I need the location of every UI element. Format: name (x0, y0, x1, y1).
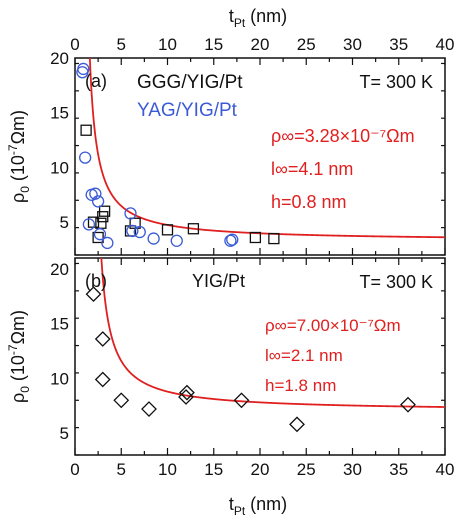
data-point-diamond (179, 384, 195, 401)
data-point-circle (226, 233, 239, 246)
x-tick-label-top: 40 (436, 35, 455, 54)
data-point-circle (77, 62, 90, 76)
x-tick-label-top: 30 (343, 35, 362, 54)
x-tick-label: 25 (297, 460, 316, 479)
data-point-circle (82, 218, 96, 231)
x-tick-label-top: 5 (117, 35, 126, 54)
fit-l-inf: l∞=2.1 nm (265, 346, 343, 365)
data-point-square (249, 231, 262, 244)
data-point-circle (91, 195, 105, 208)
legend-series-1: YIG/Pt (192, 271, 245, 291)
x-tick-label: 0 (70, 460, 79, 479)
x-tick-label-top: 20 (251, 35, 270, 54)
x-tick-label: 10 (158, 460, 177, 479)
y-axis-title: ρ0 (10-7Ωm) (6, 310, 32, 403)
data-point-circle (79, 151, 92, 164)
data-point-square (92, 231, 104, 244)
data-point-circle (126, 224, 139, 238)
data-point-square (98, 205, 111, 217)
data-point-circle (224, 234, 237, 247)
data-point-square (268, 232, 280, 245)
x-tick-label: 5 (117, 460, 126, 479)
data-point-circle (89, 187, 102, 200)
x-tick-label: 40 (436, 460, 455, 479)
x-tick-label-top: 0 (70, 35, 79, 54)
data-point-square (187, 223, 200, 235)
x-tick-label: 35 (389, 460, 408, 479)
fit-rho-inf: ρ∞=3.28×10⁻⁷Ωm (271, 126, 415, 146)
data-point-diamond (94, 371, 111, 388)
fit-h: h=1.8 nm (265, 376, 336, 395)
fit-curve (100, 258, 445, 408)
x-tick-label-top: 15 (204, 35, 223, 54)
data-point-diamond (85, 286, 102, 303)
temperature-label: T= 300 K (359, 272, 433, 292)
x-tick-label: 15 (204, 460, 223, 479)
data-point-circle (133, 225, 146, 239)
data-point-diamond (400, 396, 416, 413)
temperature-label: T= 300 K (359, 72, 433, 92)
x-tick-label: 20 (251, 460, 270, 479)
data-point-square (161, 224, 174, 236)
y-tick-label: 10 (50, 369, 69, 388)
x-tick-label-top: 25 (297, 35, 316, 54)
data-point-diamond (289, 416, 305, 433)
legend-series-1: GGG/YIG/Pt (137, 72, 243, 93)
data-point-circle (93, 228, 107, 241)
data-point-circle (147, 232, 160, 245)
x-tick-label-top: 35 (389, 35, 408, 54)
y-tick-label: 15 (50, 315, 69, 334)
fit-rho-inf: ρ∞=7.00×10⁻⁷Ωm (265, 316, 401, 335)
data-point-diamond (233, 392, 250, 409)
fit-l-inf: l∞=4.1 nm (271, 159, 353, 179)
data-point-diamond (113, 392, 130, 409)
data-point-circle (170, 234, 183, 247)
bottom-axis-title: tPt (nm) (229, 494, 287, 518)
fit-curve (88, 58, 445, 239)
y-tick-label: 5 (60, 213, 69, 232)
legend-series-2: YAG/YIG/Pt (137, 100, 238, 121)
data-point-diamond (141, 401, 157, 417)
data-point-circle (101, 236, 114, 250)
fit-h: h=0.8 nm (271, 192, 347, 212)
x-tick-label-top: 10 (158, 35, 177, 54)
y-tick-label: 15 (50, 104, 69, 123)
y-tick-label: 5 (60, 424, 69, 443)
panel-label: (b) (85, 271, 107, 291)
y-axis-title: ρ0 (10-7Ωm) (6, 110, 32, 203)
y-tick-label: 20 (50, 49, 69, 68)
data-point-circle (124, 207, 137, 220)
data-point-diamond (94, 331, 111, 347)
panel-label: (a) (85, 71, 107, 91)
x-tick-label: 30 (343, 460, 362, 479)
top-axis-title: tPt (nm) (229, 6, 287, 30)
panel-a: 0 5 10 15 20 25 30 35 40 5 10 15 20 ρ0 (10-7Ωm) (a) GGG… (6, 35, 455, 256)
data-point-square (80, 124, 92, 136)
y-tick-label: 20 (50, 260, 69, 279)
y-tick-label: 10 (50, 158, 69, 177)
